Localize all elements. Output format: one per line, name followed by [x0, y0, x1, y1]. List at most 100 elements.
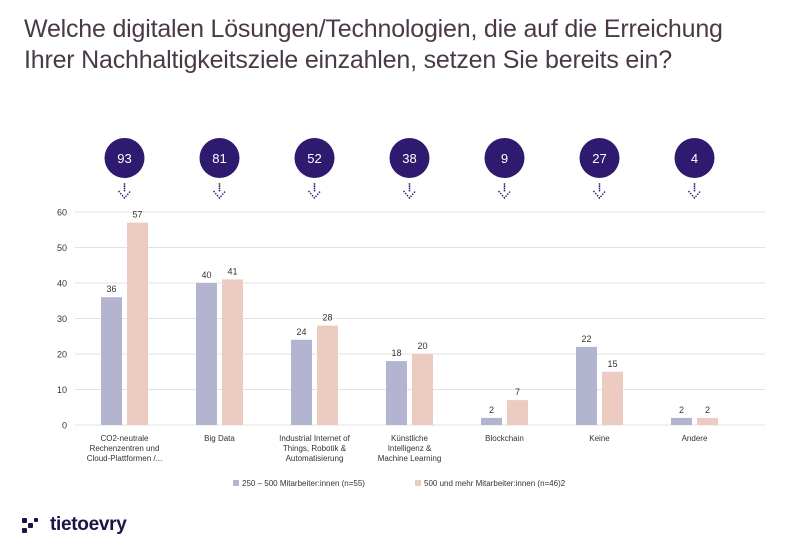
arrow-dot [123, 187, 126, 190]
bar-value-label: 20 [417, 341, 427, 351]
total-badge [389, 138, 430, 178]
title-line-2: Ihrer Nachhaltigkeitsziele einzahlen, se… [24, 46, 672, 74]
bar-value-label: 7 [515, 387, 520, 397]
arrow-down-icon [117, 190, 132, 200]
arrow-dot [598, 189, 601, 192]
legend-label: 250 – 500 Mitarbeiter:innen (n=55) [242, 479, 365, 488]
total-badge [579, 138, 620, 178]
total-badge-label: 4 [691, 151, 698, 166]
arrow-dot [313, 187, 316, 190]
arrow-dot [598, 183, 601, 185]
arrow-dot [313, 189, 316, 192]
y-tick-label: 40 [57, 279, 67, 289]
arrow-dot [693, 185, 696, 188]
category-label: Things, Robotik & [283, 444, 347, 453]
bar-value-label: 28 [322, 313, 332, 323]
total-badge-label: 27 [592, 151, 606, 166]
bar-value-label: 2 [489, 405, 494, 415]
category-label: Andere [682, 434, 708, 443]
category-label: Machine Learning [378, 454, 442, 463]
y-tick-label: 60 [57, 208, 67, 218]
bar-value-label: 15 [607, 359, 617, 369]
bar [412, 354, 433, 425]
category-label: Intelligenz & [388, 444, 432, 453]
total-badge-label: 81 [212, 151, 226, 166]
bar-value-label: 24 [296, 327, 306, 337]
arrow-dot [408, 185, 411, 188]
arrow-down-icon [307, 190, 322, 200]
bar [481, 417, 502, 425]
arrow-dot [503, 183, 506, 185]
arrow-dot [693, 183, 696, 185]
chart-title: Welche digitalen Lösungen/Technologien, … [24, 14, 784, 76]
category-label: Big Data [204, 434, 235, 443]
y-tick-label: 0 [62, 421, 67, 431]
arrow-dot [408, 183, 411, 185]
legend-swatch [233, 480, 239, 486]
total-badge-label: 93 [117, 151, 131, 166]
arrow-down-icon [592, 190, 607, 200]
arrow-dot [503, 185, 506, 188]
total-badge-label: 52 [307, 151, 321, 166]
arrow-dot [313, 183, 316, 185]
arrow-dot [693, 187, 696, 190]
arrow-dot [218, 185, 221, 188]
bar [697, 417, 718, 425]
arrow-dot [313, 185, 316, 188]
total-badge [674, 138, 715, 178]
bar [222, 279, 243, 425]
category-label: Rechenzentren und [90, 444, 160, 453]
bar-value-label: 36 [106, 284, 116, 294]
category-label: Cloud-Plattformen /... [87, 454, 163, 463]
arrow-dot [598, 187, 601, 190]
arrow-dot [408, 187, 411, 190]
bar-value-label: 18 [391, 348, 401, 358]
arrow-dot [408, 189, 411, 192]
arrow-dot [218, 183, 221, 185]
tietoevry-logo: tietoevry [20, 514, 127, 536]
arrow-down-icon [402, 190, 417, 200]
bar [101, 297, 122, 425]
total-badge [104, 138, 145, 178]
bar-value-label: 57 [132, 210, 142, 220]
bar [291, 339, 312, 425]
total-badge [484, 138, 525, 178]
arrow-dot [123, 185, 126, 188]
arrow-dot [123, 183, 126, 185]
bar-value-label: 41 [227, 266, 237, 276]
bar [576, 346, 597, 425]
category-label: Künstliche [391, 434, 428, 443]
bar [317, 325, 338, 425]
category-label: CO2-neutrale [100, 434, 149, 443]
bar [386, 361, 407, 425]
category-label: Blockchain [485, 434, 524, 443]
bar [671, 417, 692, 425]
bar-chart: 0 10 20 30 40 50 60 93 36 57 CO2-neutraleRechenzen… [57, 138, 765, 488]
bar [507, 400, 528, 425]
legend-swatch [415, 480, 421, 486]
y-tick-label: 10 [57, 385, 67, 395]
bar-value-label: 40 [201, 270, 211, 280]
y-tick-label: 30 [57, 314, 67, 324]
arrow-dot [218, 187, 221, 190]
category-label: Industrial Internet of [279, 434, 350, 443]
y-tick-label: 50 [57, 243, 67, 253]
total-badge [199, 138, 240, 178]
arrow-down-icon [687, 190, 702, 200]
total-badge-label: 38 [402, 151, 416, 166]
bar-value-label: 2 [705, 405, 710, 415]
arrow-dot [598, 185, 601, 188]
logo-text: tietoevry [50, 514, 127, 535]
category-label: Automatisierung [286, 454, 344, 463]
legend-label: 500 und mehr Mitarbeiter:innen (n=46)2 [424, 479, 566, 488]
logo-mark-icon [22, 518, 38, 533]
arrow-dot [123, 189, 126, 192]
y-tick-label: 20 [57, 350, 67, 360]
arrow-dot [693, 189, 696, 192]
arrow-dot [503, 189, 506, 192]
title-line-1: Welche digitalen Lösungen/Technologien, … [24, 15, 723, 43]
total-badge [294, 138, 335, 178]
bar [602, 371, 623, 425]
bar [196, 283, 217, 425]
total-badge-label: 9 [501, 151, 508, 166]
